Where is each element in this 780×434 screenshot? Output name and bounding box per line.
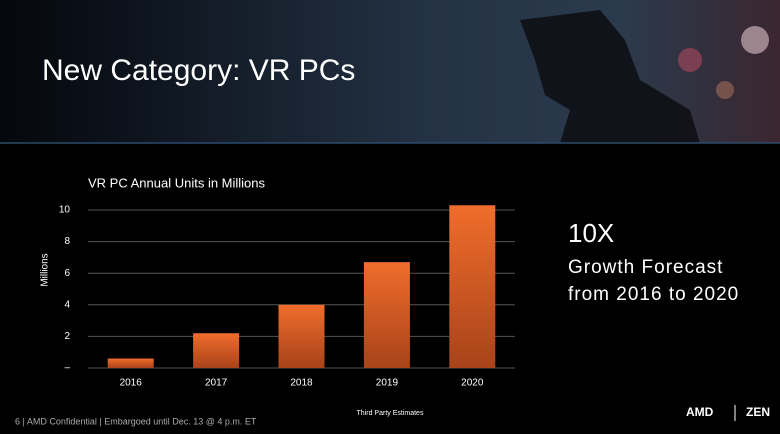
slide-title: New Category: VR PCs (42, 54, 355, 87)
y-tick-label: 2 (64, 331, 70, 342)
x-tick-label: 2018 (290, 378, 313, 389)
x-tick-label: 2020 (461, 378, 484, 389)
chart-source: Third Party Estimates (357, 410, 424, 417)
footer-logo: AMD (686, 405, 714, 419)
y-tick-label: 6 (64, 268, 70, 279)
y-tick-label: 4 (64, 299, 70, 310)
y-axis-label: Millions (40, 253, 51, 286)
bar (278, 304, 325, 368)
bar (107, 358, 154, 368)
bokeh (741, 26, 769, 54)
bar (363, 262, 410, 368)
x-tick-label: 2017 (205, 378, 228, 389)
header-figure (520, 10, 700, 143)
callout-line: from 2016 to 2020 (568, 284, 739, 305)
bokeh (678, 48, 702, 72)
bokeh (716, 81, 734, 99)
y-tick-label: 8 (64, 236, 70, 247)
bar (449, 205, 496, 368)
chart-title: VR PC Annual Units in Millions (88, 175, 266, 190)
y-tick-label: – (64, 363, 70, 374)
footer-brand: ZEN (746, 405, 770, 419)
footer-note: 6 | AMD Confidential | Embargoed until D… (15, 416, 257, 426)
y-tick-label: 10 (59, 205, 71, 216)
x-tick-label: 2019 (376, 378, 399, 389)
callout-line: Growth Forecast (568, 257, 723, 278)
bar (193, 333, 240, 368)
callout-headline: 10X (568, 218, 614, 248)
x-tick-label: 2016 (120, 378, 143, 389)
